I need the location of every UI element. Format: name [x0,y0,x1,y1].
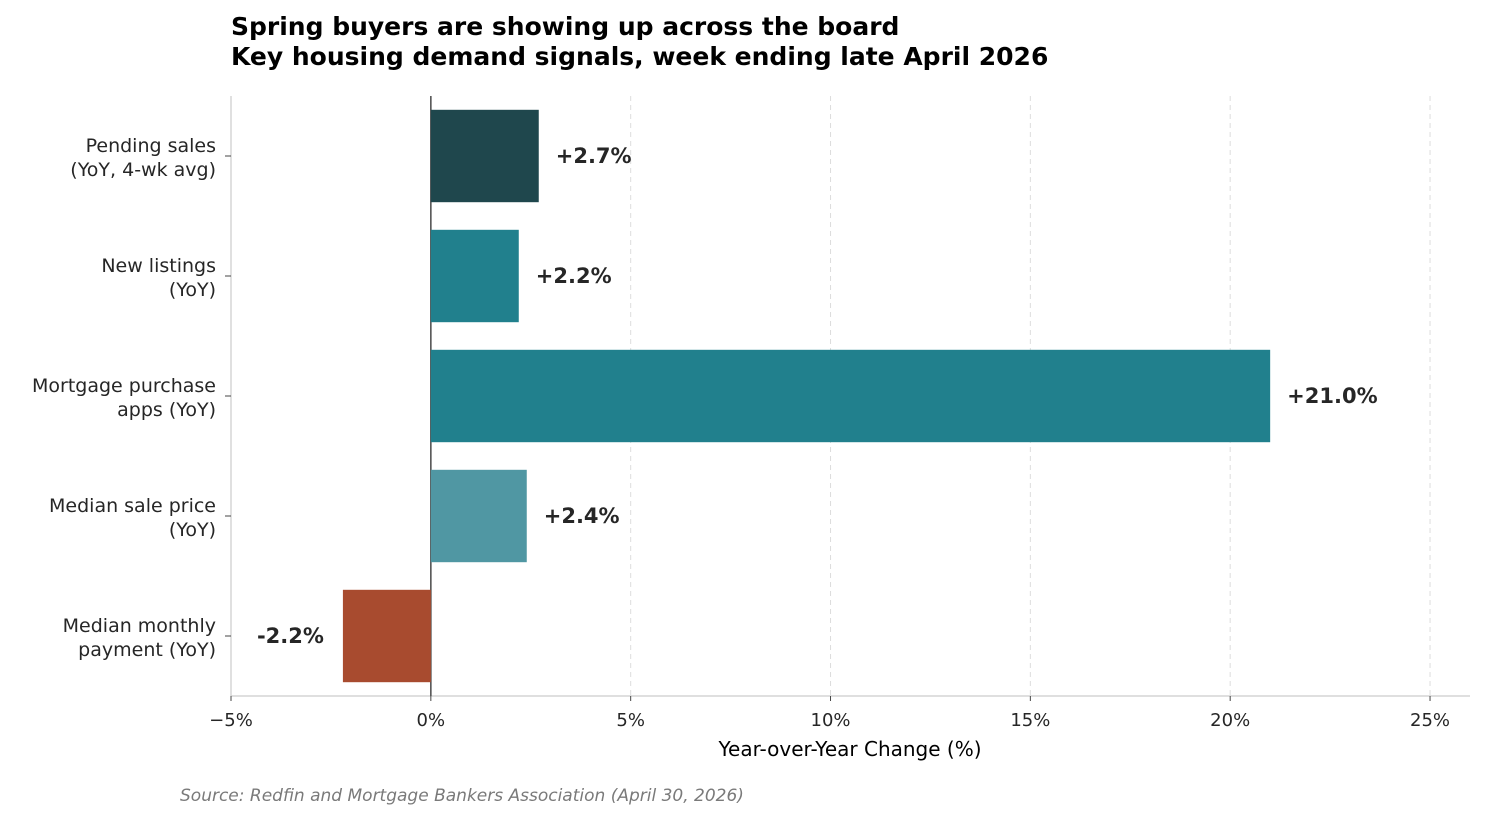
category-label: Median monthly [63,615,216,637]
chart-title: Spring buyers are showing up across the … [231,12,899,41]
chart-subtitle: Key housing demand signals, week ending … [231,42,1048,71]
value-label: +2.4% [544,504,620,528]
bar [430,469,527,563]
value-label: +2.2% [536,264,612,288]
x-tick-label: −5% [209,710,253,731]
x-tick-label: 20% [1210,710,1250,731]
bar [430,229,519,323]
value-label: -2.2% [257,624,324,648]
value-label: +21.0% [1287,384,1377,408]
x-tick-label: 25% [1410,710,1450,731]
category-label: Pending sales [86,135,216,157]
category-label: (YoY, 4-wk avg) [70,159,216,181]
x-tick-label: 15% [1010,710,1050,731]
bar [430,349,1271,443]
bars [342,109,1271,683]
labels: Pending sales(YoY, 4-wk avg) +2.7% New lis… [32,135,1378,661]
x-tick-label: 0% [417,710,446,731]
value-label: +2.7% [556,144,632,168]
category-label: (YoY) [169,279,216,301]
x-axis-label: Year-over-Year Change (%) [717,737,981,761]
axes: −5% 0% 5% 10% 15% 20% 25% [209,96,1470,731]
category-label: apps (YoY) [117,399,216,421]
x-tick-label: 10% [811,710,851,731]
category-label: payment (YoY) [78,639,216,661]
bar [430,109,539,203]
x-tick-label: 5% [616,710,645,731]
category-label: New listings [101,255,216,277]
category-label: (YoY) [169,519,216,541]
source-note: Source: Redfin and Mortgage Bankers Asso… [180,786,744,806]
category-label: Mortgage purchase [32,375,216,397]
category-label: Median sale price [49,495,216,517]
bar [342,589,431,683]
